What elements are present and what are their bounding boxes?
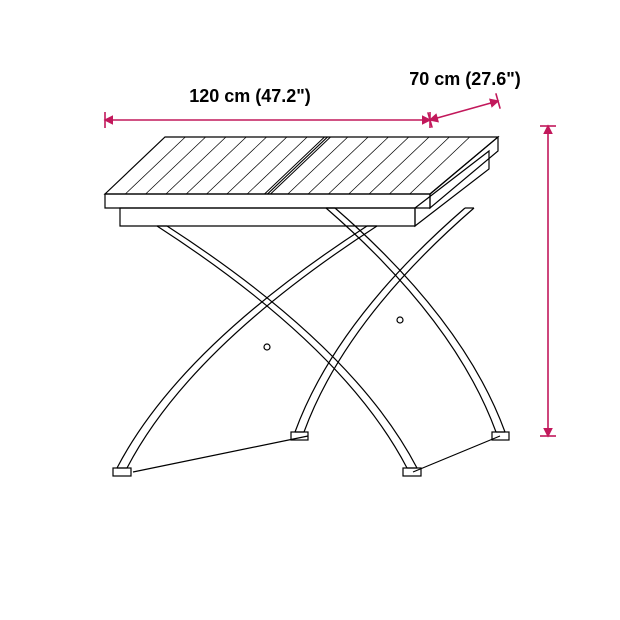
dimension-width-label: 120 cm (47.2")	[189, 86, 311, 107]
diagram-container: 120 cm (47.2") 70 cm (27.6") 75 cm (29.5…	[0, 0, 620, 620]
dimension-depth-label: 70 cm (27.6")	[409, 69, 521, 90]
